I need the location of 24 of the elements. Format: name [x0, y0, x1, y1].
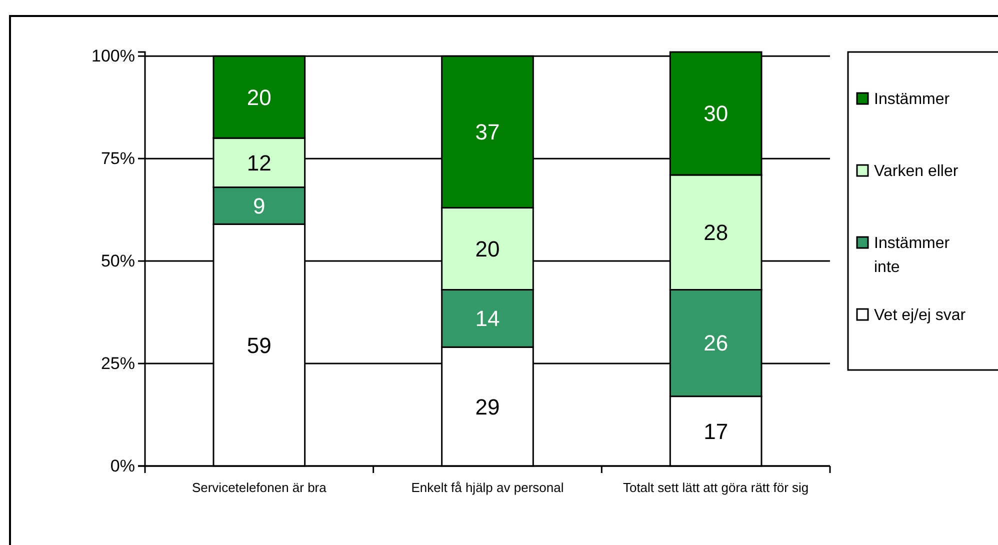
data-label: 9	[253, 193, 266, 218]
x-tick-label: Totalt sett lätt att göra rätt för sig	[622, 480, 809, 495]
data-label: 37	[475, 120, 500, 145]
y-tick-label: 0%	[110, 456, 135, 476]
data-label: 26	[704, 330, 728, 356]
data-label: 30	[704, 101, 728, 126]
y-tick-label: 50%	[100, 251, 135, 270]
legend-label: Varken eller	[874, 163, 959, 180]
data-label: 59	[246, 332, 272, 358]
legend-label: Vet ej/ej svar	[874, 307, 966, 324]
y-tick-label: 100%	[92, 46, 135, 66]
legend-label: Instämmer inte	[874, 235, 950, 276]
data-label: 14	[475, 306, 500, 332]
legend-label: Instämmer	[874, 91, 950, 108]
data-label: 12	[246, 150, 272, 176]
data-label: 29	[475, 394, 500, 420]
data-label: 20	[246, 84, 272, 110]
x-tick-label: Enkelt få hjälp av personal	[411, 480, 564, 495]
y-tick-label: 75%	[100, 149, 135, 168]
data-label: 28	[704, 220, 728, 246]
data-label: 17	[704, 418, 728, 444]
data-label: 20	[475, 236, 500, 262]
y-tick-label: 25%	[100, 354, 135, 373]
x-tick-label: Servicetelefonen är bra	[192, 480, 328, 495]
